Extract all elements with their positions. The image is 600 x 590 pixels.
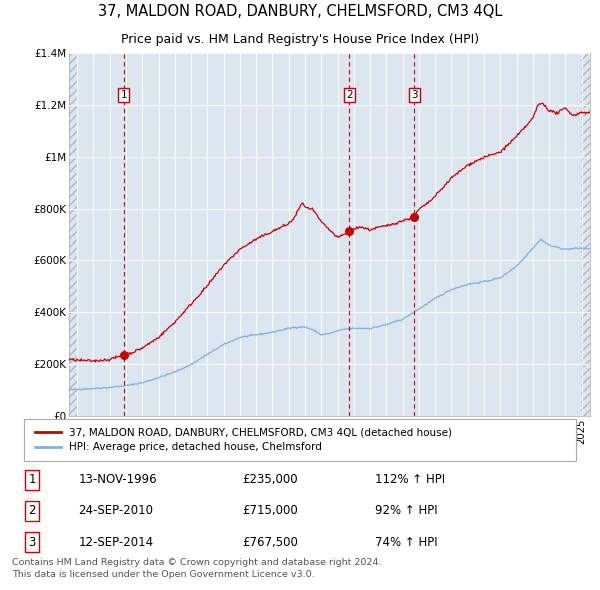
Text: Price paid vs. HM Land Registry's House Price Index (HPI): Price paid vs. HM Land Registry's House … — [121, 32, 479, 45]
Text: 37, MALDON ROAD, DANBURY, CHELMSFORD, CM3 4QL: 37, MALDON ROAD, DANBURY, CHELMSFORD, CM… — [98, 4, 502, 18]
Text: 2: 2 — [346, 90, 353, 100]
Text: Contains HM Land Registry data © Crown copyright and database right 2024.
This d: Contains HM Land Registry data © Crown c… — [12, 558, 382, 579]
FancyBboxPatch shape — [24, 419, 576, 461]
Text: £235,000: £235,000 — [242, 473, 298, 486]
Legend: 37, MALDON ROAD, DANBURY, CHELMSFORD, CM3 4QL (detached house), HPI: Average pri: 37, MALDON ROAD, DANBURY, CHELMSFORD, CM… — [35, 428, 452, 453]
Text: 24-SEP-2010: 24-SEP-2010 — [78, 504, 153, 517]
Bar — [581, 53, 598, 416]
Text: 2: 2 — [28, 504, 36, 517]
Text: 13-NOV-1996: 13-NOV-1996 — [78, 473, 157, 486]
Text: 3: 3 — [28, 536, 36, 549]
Bar — [69, 53, 78, 416]
Text: £767,500: £767,500 — [242, 536, 298, 549]
Text: £715,000: £715,000 — [242, 504, 298, 517]
Text: 1: 1 — [28, 473, 36, 486]
Text: 112% ↑ HPI: 112% ↑ HPI — [375, 473, 445, 486]
Text: 3: 3 — [411, 90, 418, 100]
Text: 92% ↑ HPI: 92% ↑ HPI — [375, 504, 437, 517]
Text: 74% ↑ HPI: 74% ↑ HPI — [375, 536, 437, 549]
Text: 1: 1 — [121, 90, 127, 100]
Text: 12-SEP-2014: 12-SEP-2014 — [78, 536, 154, 549]
